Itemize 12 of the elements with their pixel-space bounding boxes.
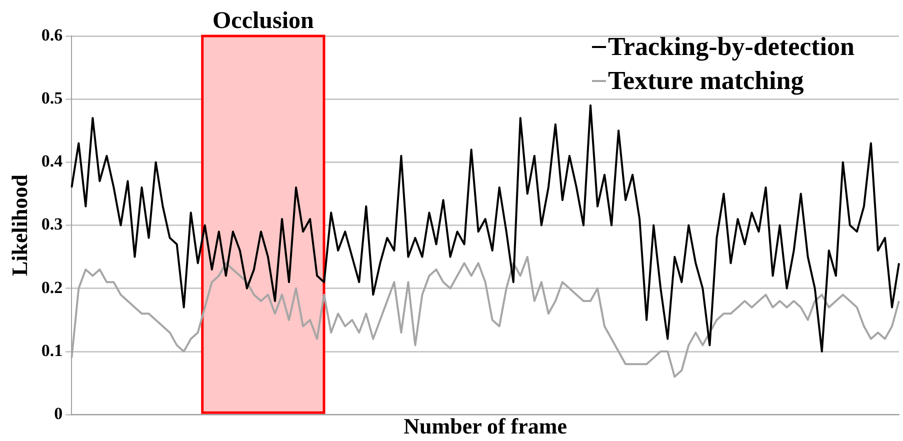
x-axis-title: Number of frame (404, 413, 568, 438)
legend-label: Tracking-by-detection (608, 31, 854, 63)
y-tick-label: 0.5 (41, 88, 63, 108)
y-tick-label: 0 (54, 404, 63, 423)
y-tick-label: 0.2 (41, 278, 63, 297)
y-tick-label: 0.1 (41, 340, 63, 360)
y-tick-label: 0.3 (41, 214, 63, 234)
y-tick-label: 0.4 (41, 152, 64, 171)
y-axis-title: Likelihood (6, 174, 32, 276)
y-tick-label: 0.6 (41, 25, 63, 44)
legend-label: Texture matching (608, 65, 804, 97)
text: Occlusion (212, 8, 314, 34)
